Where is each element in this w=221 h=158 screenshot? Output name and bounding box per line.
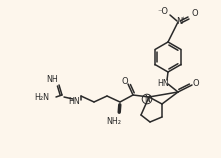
Text: HN: HN [157,79,169,88]
Text: ⁻O: ⁻O [158,7,168,16]
Text: H₂N: H₂N [34,92,50,101]
Text: O: O [192,9,198,18]
Text: NH: NH [46,76,58,85]
Text: O: O [193,79,199,88]
Text: HN: HN [68,97,80,106]
Text: +: + [180,16,185,21]
Text: O: O [122,78,128,86]
Text: NH₂: NH₂ [107,118,122,127]
Text: N: N [176,18,182,27]
Text: N: N [144,94,150,103]
